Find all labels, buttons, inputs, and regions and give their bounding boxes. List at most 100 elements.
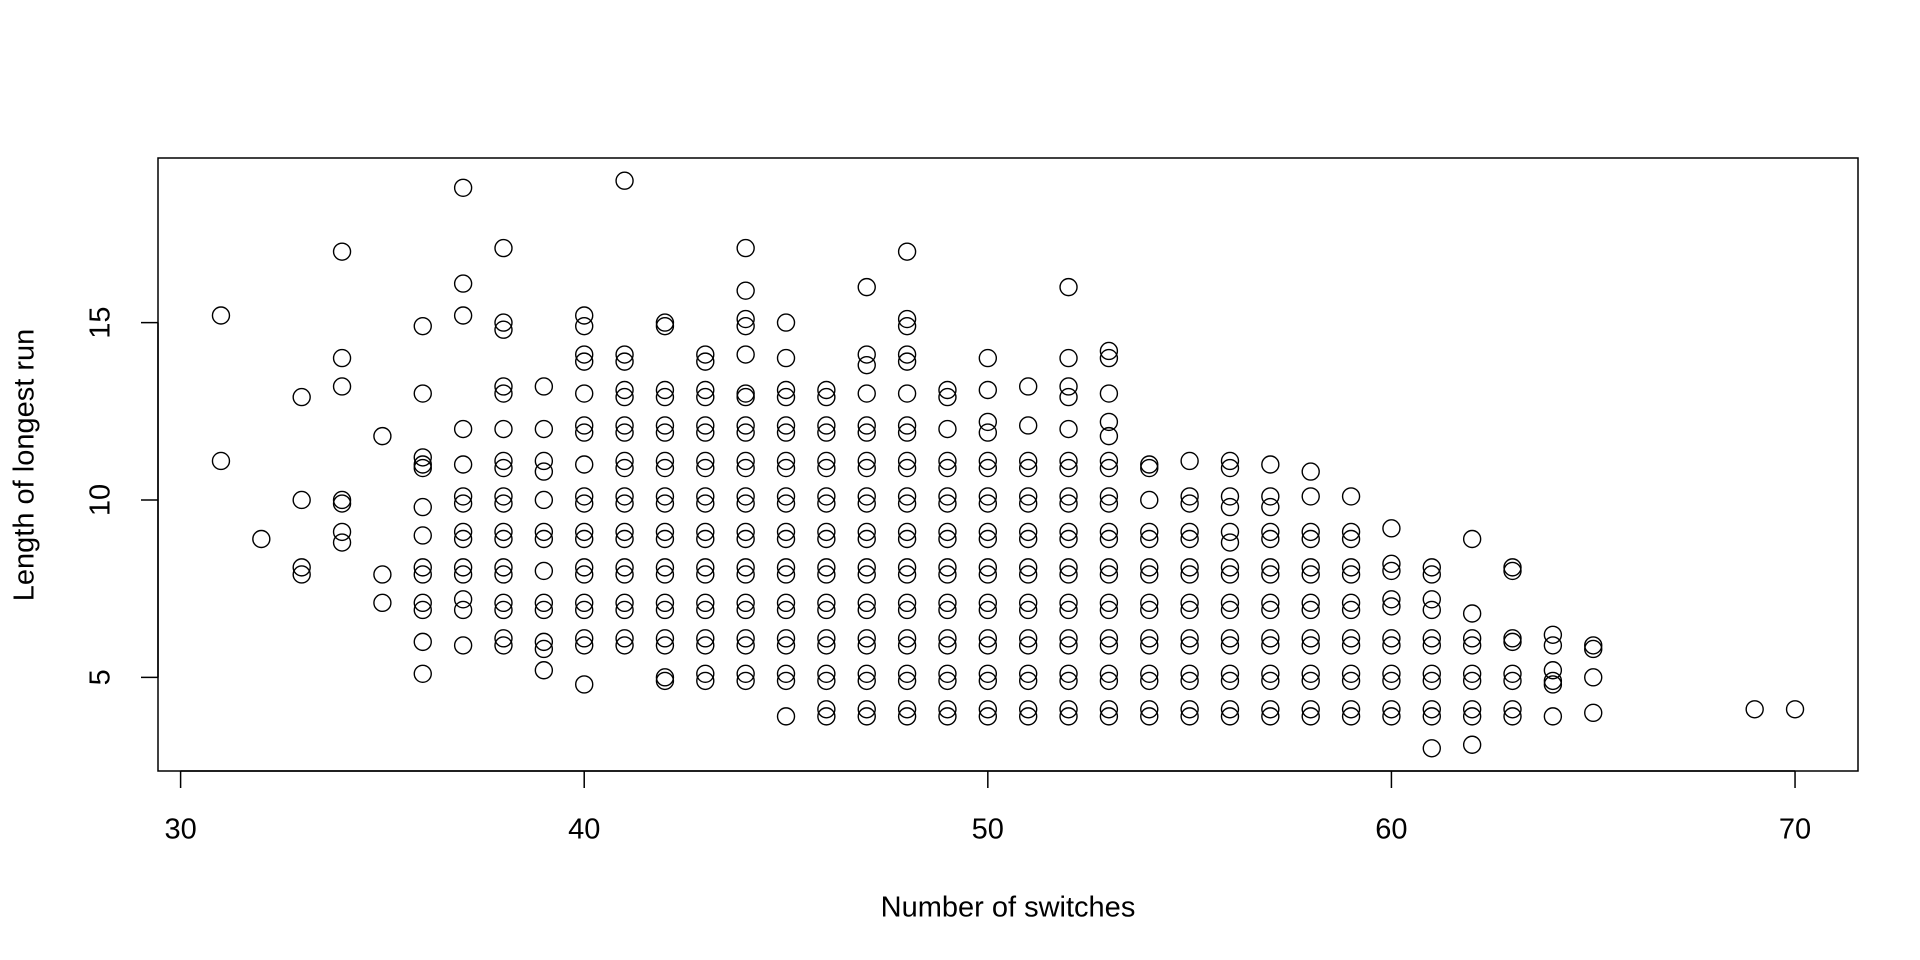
point bbox=[453, 274, 473, 293]
point bbox=[534, 593, 554, 613]
point bbox=[938, 593, 957, 613]
point bbox=[897, 522, 917, 542]
point bbox=[938, 451, 957, 471]
point bbox=[776, 664, 796, 683]
point bbox=[1543, 636, 1563, 655]
point bbox=[413, 455, 432, 474]
point bbox=[1099, 451, 1119, 471]
point bbox=[1220, 522, 1240, 542]
point bbox=[615, 629, 634, 648]
point bbox=[1584, 636, 1603, 655]
point bbox=[453, 455, 473, 474]
point bbox=[575, 593, 594, 613]
point bbox=[1059, 629, 1078, 648]
point bbox=[1180, 487, 1199, 506]
point bbox=[897, 423, 917, 442]
point bbox=[938, 671, 957, 691]
point bbox=[453, 558, 473, 577]
point bbox=[1584, 668, 1603, 687]
point bbox=[575, 558, 594, 577]
point bbox=[575, 636, 594, 655]
point bbox=[615, 387, 634, 407]
point bbox=[817, 664, 836, 683]
point bbox=[1018, 458, 1038, 478]
point bbox=[1382, 700, 1401, 719]
y-tick-label: 10 bbox=[85, 484, 117, 516]
point bbox=[655, 316, 675, 336]
point bbox=[413, 632, 432, 652]
point bbox=[1301, 700, 1320, 719]
point bbox=[373, 593, 392, 613]
point bbox=[1503, 700, 1522, 719]
point bbox=[1099, 458, 1119, 478]
point bbox=[1382, 554, 1401, 574]
point bbox=[615, 416, 634, 435]
point bbox=[1099, 600, 1119, 620]
point bbox=[453, 494, 473, 513]
point bbox=[1180, 664, 1199, 683]
point bbox=[534, 419, 554, 439]
point bbox=[736, 458, 755, 478]
point bbox=[1301, 522, 1320, 542]
point bbox=[1059, 451, 1078, 471]
point bbox=[655, 522, 675, 542]
point bbox=[857, 522, 876, 542]
point bbox=[534, 522, 554, 542]
point bbox=[978, 600, 998, 620]
point bbox=[1422, 707, 1441, 726]
point bbox=[776, 629, 796, 648]
point bbox=[736, 487, 755, 506]
point bbox=[575, 600, 594, 620]
point bbox=[978, 423, 998, 442]
point bbox=[1059, 529, 1078, 549]
point bbox=[575, 306, 594, 325]
point bbox=[857, 700, 876, 719]
point bbox=[857, 529, 876, 549]
point bbox=[1503, 707, 1522, 726]
point bbox=[1261, 529, 1280, 549]
point bbox=[1059, 565, 1078, 584]
point bbox=[857, 355, 876, 375]
point bbox=[1422, 600, 1441, 620]
point bbox=[494, 558, 513, 577]
point bbox=[938, 522, 957, 542]
point bbox=[655, 451, 675, 471]
point bbox=[776, 494, 796, 513]
point bbox=[1503, 632, 1522, 652]
point bbox=[776, 593, 796, 613]
point bbox=[978, 629, 998, 648]
point bbox=[655, 416, 675, 435]
point bbox=[655, 494, 675, 513]
point bbox=[776, 458, 796, 478]
point bbox=[857, 277, 876, 297]
point bbox=[897, 458, 917, 478]
point bbox=[1220, 671, 1240, 691]
point bbox=[373, 565, 392, 584]
point bbox=[938, 487, 957, 506]
point bbox=[857, 458, 876, 478]
point bbox=[534, 490, 554, 510]
point bbox=[655, 458, 675, 478]
point bbox=[1180, 529, 1199, 549]
point bbox=[1140, 565, 1159, 584]
point bbox=[1462, 664, 1482, 683]
point bbox=[1382, 636, 1401, 655]
y-tick-label: 5 bbox=[85, 669, 117, 685]
point bbox=[1422, 739, 1441, 758]
point bbox=[453, 487, 473, 506]
point bbox=[534, 561, 554, 581]
point bbox=[1462, 707, 1482, 726]
point bbox=[736, 565, 755, 584]
point bbox=[857, 565, 876, 584]
point bbox=[978, 558, 998, 577]
point bbox=[1341, 600, 1361, 620]
point bbox=[1341, 522, 1361, 542]
point bbox=[1099, 629, 1119, 648]
point bbox=[1059, 664, 1078, 683]
point bbox=[776, 671, 796, 691]
point bbox=[1301, 487, 1320, 506]
point bbox=[655, 529, 675, 549]
point bbox=[1140, 558, 1159, 577]
x-tick-label: 50 bbox=[972, 814, 1004, 846]
point bbox=[897, 558, 917, 577]
